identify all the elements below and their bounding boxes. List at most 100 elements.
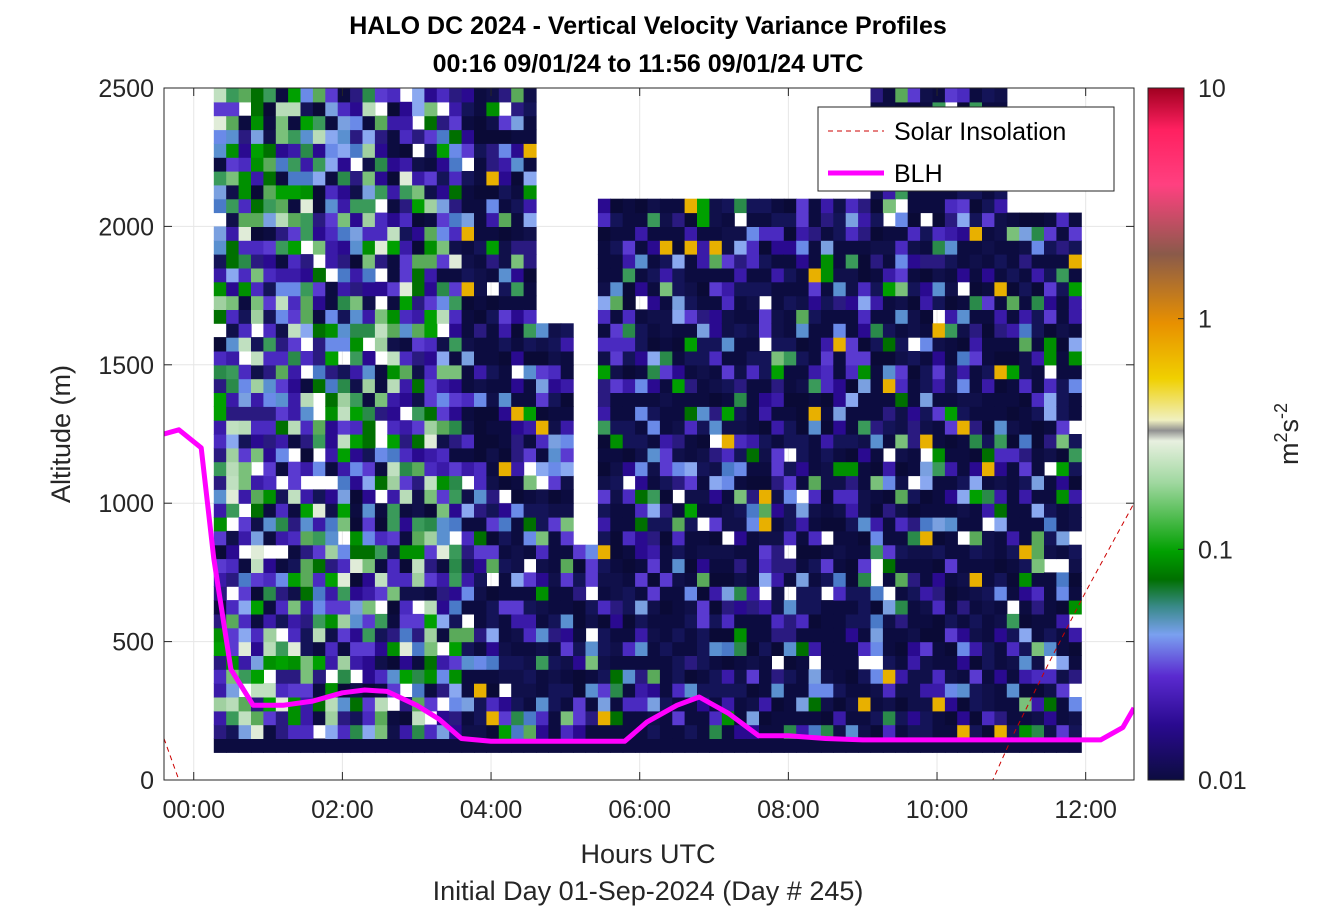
heatmap-cell [783, 281, 797, 297]
heatmap-cell [325, 212, 339, 227]
heatmap-cell [511, 627, 525, 643]
heatmap-cell [498, 447, 512, 463]
heatmap-cell [325, 88, 339, 103]
heatmap-cell [374, 143, 388, 158]
heatmap-cell [523, 627, 537, 643]
heatmap-cell [486, 226, 500, 241]
heatmap-cell [746, 544, 760, 560]
heatmap-cell [560, 641, 574, 656]
heatmap-cell [721, 351, 735, 366]
heatmap-cell [312, 323, 326, 338]
heatmap-cell [672, 406, 686, 421]
heatmap-cell [449, 157, 463, 172]
heatmap-cell [412, 184, 426, 200]
heatmap-cell [238, 530, 252, 546]
heatmap-cell [312, 544, 326, 560]
heatmap-cell [251, 198, 264, 214]
heatmap-cell [436, 683, 450, 698]
heatmap-cell [436, 434, 450, 449]
heatmap-cell [474, 351, 487, 366]
heatmap-cell [845, 655, 859, 670]
heatmap-cell [474, 129, 487, 144]
heatmap-cell [523, 364, 537, 380]
heatmap-cell [994, 475, 1008, 490]
heatmap-cell [796, 655, 810, 670]
heatmap-cell [957, 88, 971, 103]
heatmap-cell [412, 530, 426, 546]
heatmap-cell [647, 613, 661, 629]
heatmap-cell [845, 212, 859, 227]
heatmap-cell [944, 724, 958, 739]
heatmap-cell [449, 143, 463, 158]
heatmap-cell [213, 143, 227, 158]
heatmap-cell [882, 226, 896, 241]
heatmap-cell [498, 669, 512, 684]
heatmap-cell [796, 461, 810, 477]
heatmap-cell [263, 572, 277, 587]
heatmap-cell [1031, 420, 1045, 435]
heatmap-cell [659, 198, 673, 214]
heatmap-cell [511, 517, 525, 532]
heatmap-cell [238, 420, 252, 435]
heatmap-cell [932, 489, 946, 504]
heatmap-cell [585, 655, 599, 670]
heatmap-cell [1056, 641, 1070, 656]
heatmap-cell [672, 392, 686, 407]
heatmap-cell [697, 226, 710, 241]
heatmap-cell [697, 309, 710, 324]
heatmap-cell [870, 530, 884, 546]
heatmap-cell [1068, 406, 1082, 421]
heatmap-cell [449, 226, 463, 241]
heatmap-cell [932, 281, 946, 297]
heatmap-cell [251, 420, 264, 435]
heatmap-cell [511, 434, 525, 449]
heatmap-cell [759, 489, 772, 504]
heatmap-cell [387, 101, 401, 117]
heatmap-cell [635, 364, 649, 380]
heatmap-cell [957, 655, 971, 670]
heatmap-cell [374, 572, 388, 587]
heatmap-cell [994, 558, 1008, 573]
heatmap-cell [275, 586, 289, 601]
heatmap-cell [337, 212, 351, 227]
heatmap-cell [275, 447, 289, 463]
heatmap-cell [263, 157, 277, 172]
heatmap-cell [833, 309, 847, 324]
heatmap-cell [263, 226, 277, 241]
heatmap-cell [548, 697, 562, 712]
heatmap-cell [833, 226, 847, 241]
heatmap-cell [659, 434, 673, 449]
heatmap-cell [486, 240, 500, 255]
heatmap-cell [771, 544, 785, 560]
heatmap-cell [288, 530, 302, 546]
heatmap-cell [511, 157, 525, 172]
heatmap-cell [622, 392, 636, 407]
heatmap-cell [536, 641, 549, 656]
heatmap-cell [920, 475, 934, 490]
heatmap-cell [994, 392, 1008, 407]
heatmap-cell [474, 240, 487, 255]
heatmap-cell [498, 295, 512, 310]
heatmap-cell [1019, 434, 1033, 449]
heatmap-cell [882, 641, 896, 656]
heatmap-cell [486, 600, 500, 615]
heatmap-cell [213, 517, 227, 532]
heatmap-cell [251, 683, 264, 698]
heatmap-cell [610, 613, 624, 629]
heatmap-cell [697, 724, 710, 739]
heatmap-cell [697, 572, 710, 587]
heatmap-cell [1056, 697, 1070, 712]
heatmap-cell [858, 226, 872, 241]
heatmap-cell [796, 226, 810, 241]
heatmap-cell [820, 295, 834, 310]
heatmap-cell [684, 475, 698, 490]
heatmap-cell [672, 641, 686, 656]
heatmap-cell [312, 600, 326, 615]
heatmap-cell [362, 88, 376, 103]
heatmap-cell [449, 101, 463, 117]
heatmap-cell [263, 323, 277, 338]
heatmap-cell [969, 226, 983, 241]
heatmap-cell [944, 517, 958, 532]
heatmap-cell [213, 309, 227, 324]
heatmap-cell [436, 392, 450, 407]
